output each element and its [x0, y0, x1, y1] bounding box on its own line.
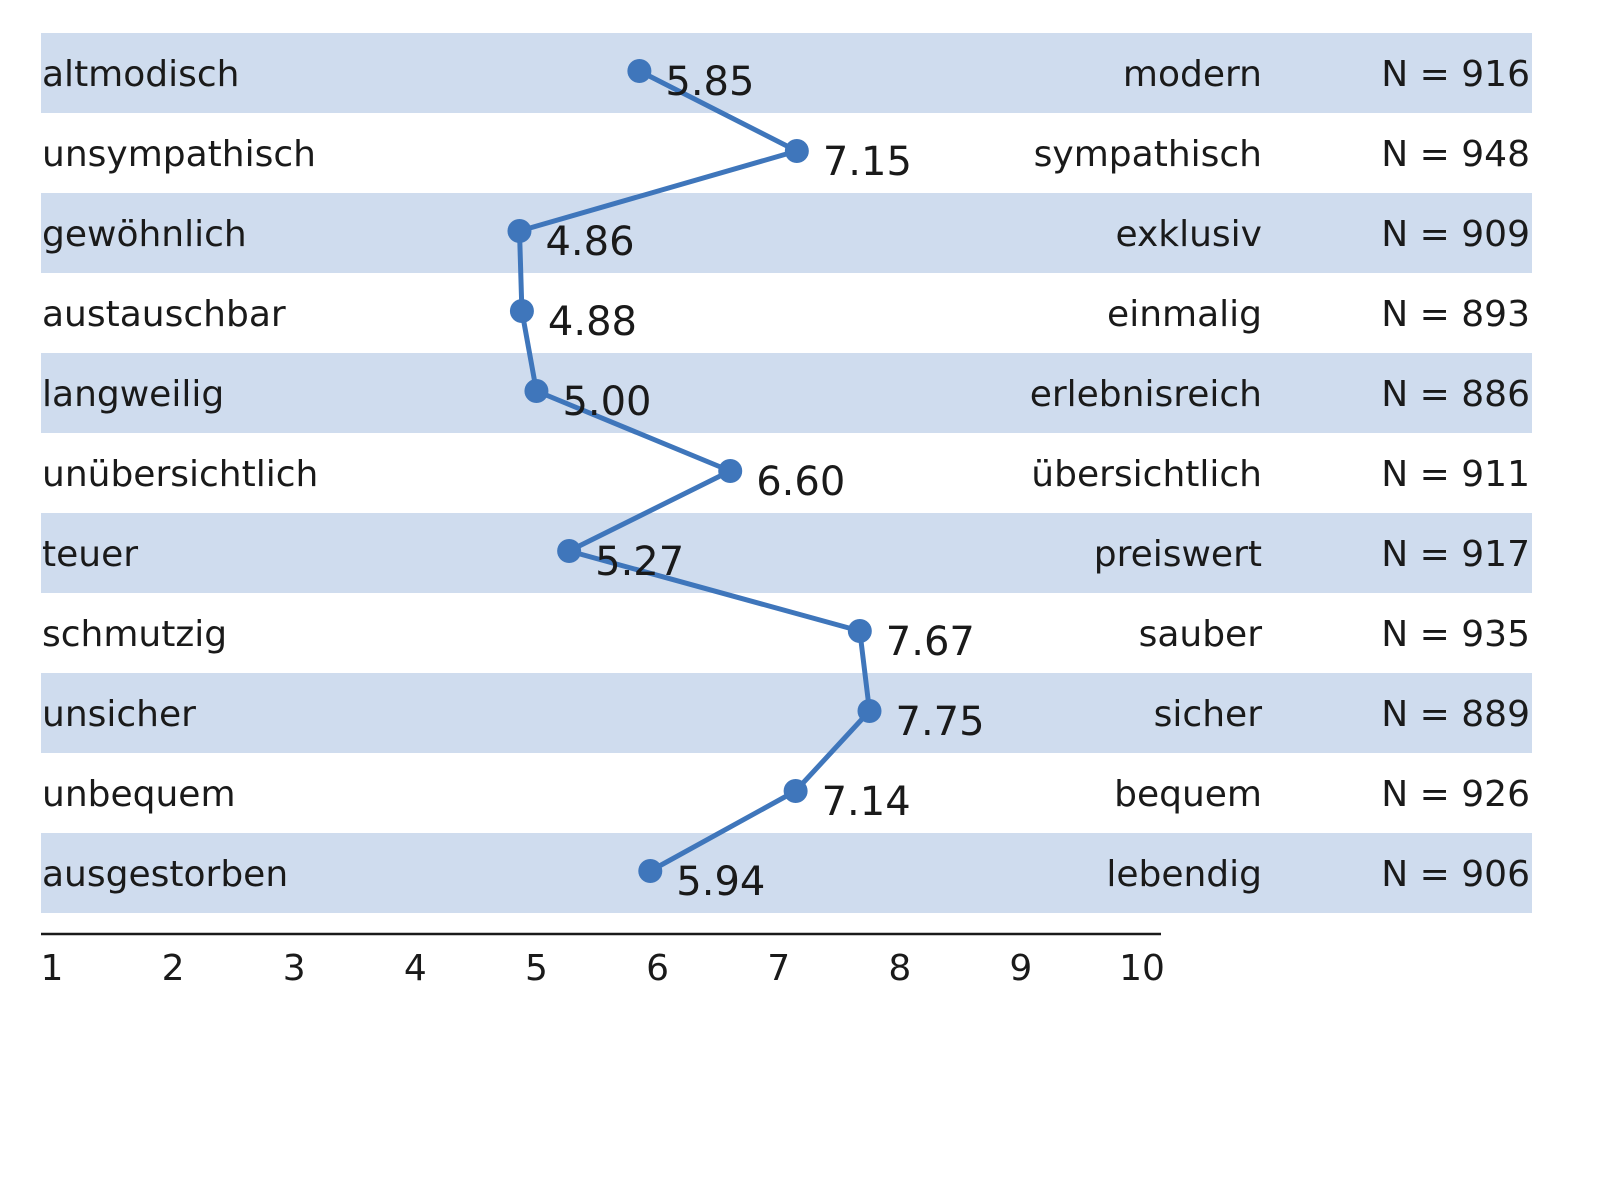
sample-size-label: N = 893: [1381, 294, 1530, 335]
right-pole-label: einmalig: [1107, 294, 1262, 335]
right-pole-label: übersichtlich: [1031, 454, 1262, 495]
left-pole-label: langweilig: [42, 374, 224, 415]
row-band: [41, 33, 1532, 113]
data-value-label: 5.27: [595, 539, 684, 585]
left-pole-label: ausgestorben: [42, 854, 288, 895]
row-bands: [41, 33, 1532, 913]
sample-size-label: N = 911: [1381, 454, 1530, 495]
x-tick-label: 10: [1119, 948, 1165, 989]
x-tick-label: 6: [646, 948, 669, 989]
sample-size-label: N = 909: [1381, 214, 1530, 255]
x-tick-label: 3: [283, 948, 306, 989]
x-tick-label: 4: [404, 948, 427, 989]
row-band: [41, 513, 1532, 593]
data-value-label: 7.14: [822, 779, 911, 825]
mean-line-series: 5.85 7.15 4.86 4.88 5.00 6.60 5.27 7.67 7.75 7.14…: [507, 59, 985, 905]
x-tick-label: 2: [162, 948, 185, 989]
data-value-label: 7.15: [823, 139, 912, 185]
data-point: [847, 619, 872, 643]
left-pole-label: unbequem: [42, 774, 236, 815]
left-pole-label: unsicher: [42, 694, 196, 735]
left-pole-label: altmodisch: [42, 54, 240, 95]
data-point: [783, 779, 808, 803]
right-pole-label: erlebnisreich: [1030, 374, 1262, 415]
data-point: [857, 699, 882, 723]
data-point: [718, 459, 743, 483]
sample-size-label: N = 889: [1381, 694, 1530, 735]
row-band: [41, 353, 1532, 433]
data-value-label: 7.75: [896, 699, 985, 745]
data-point: [627, 59, 652, 83]
right-pole-label: sauber: [1139, 614, 1263, 655]
right-pole-label: sicher: [1154, 694, 1263, 735]
data-point: [524, 379, 549, 403]
right-pole-label: modern: [1123, 54, 1262, 95]
data-value-label: 7.67: [886, 619, 975, 665]
left-pole-label: teuer: [42, 534, 138, 575]
data-point: [507, 219, 532, 243]
data-value-label: 5.94: [676, 859, 765, 905]
data-value-label: 5.00: [562, 379, 651, 425]
sample-size-label: N = 926: [1381, 774, 1530, 815]
row-band: [41, 193, 1532, 273]
right-pole-label: lebendig: [1106, 854, 1262, 895]
row-labels: altmodisch modern N = 916 unsympathisch symp…: [42, 54, 1530, 895]
x-tick-label: 7: [767, 948, 790, 989]
left-pole-label: unsympathisch: [42, 134, 316, 175]
left-pole-label: unübersichtlich: [42, 454, 318, 495]
sample-size-label: N = 917: [1381, 534, 1530, 575]
x-tick-label: 5: [525, 948, 548, 989]
right-pole-label: preiswert: [1094, 534, 1262, 575]
right-pole-label: sympathisch: [1034, 134, 1262, 175]
right-pole-label: exklusiv: [1115, 214, 1262, 255]
left-pole-label: gewöhnlich: [42, 214, 247, 255]
row-band: [41, 833, 1532, 913]
data-value-label: 4.88: [548, 299, 637, 345]
data-value-label: 5.85: [665, 59, 754, 105]
data-point: [509, 299, 534, 323]
row-band: [41, 673, 1532, 753]
sample-size-label: N = 935: [1381, 614, 1530, 655]
x-tick-label: 8: [888, 948, 911, 989]
data-point: [638, 859, 663, 883]
left-pole-label: austauschbar: [42, 294, 286, 335]
data-point: [784, 139, 809, 163]
x-tick-label: 9: [1009, 948, 1032, 989]
x-axis: 1 2 3 4 5 6 7 8 9 10: [41, 932, 1165, 989]
data-value-label: 4.86: [545, 219, 634, 265]
data-point: [557, 539, 582, 563]
sample-size-label: N = 906: [1381, 854, 1530, 895]
right-pole-label: bequem: [1114, 774, 1262, 815]
data-value-label: 6.60: [756, 459, 845, 505]
x-tick-label: 1: [41, 948, 64, 989]
sample-size-label: N = 886: [1381, 374, 1530, 415]
sample-size-label: N = 948: [1381, 134, 1530, 175]
left-pole-label: schmutzig: [42, 614, 227, 655]
sample-size-label: N = 916: [1381, 54, 1530, 95]
